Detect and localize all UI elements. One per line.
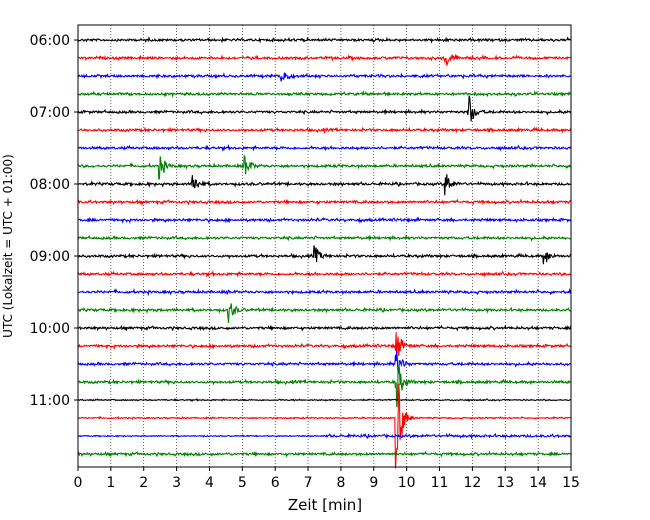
x-axis-ticks: 0 1 2 3 4 5 6 7 8 9 10 11 12 13 14 15 <box>74 467 580 491</box>
x-tick-label: 8 <box>336 475 345 491</box>
seismic-trace <box>77 324 572 332</box>
x-tick-label: 5 <box>238 475 247 491</box>
x-tick-label: 14 <box>529 475 547 491</box>
seismic-trace <box>77 397 571 402</box>
seismic-traces <box>77 36 572 469</box>
seismic-trace <box>77 155 572 180</box>
seismic-trace <box>77 198 572 207</box>
seismic-trace <box>77 95 572 122</box>
y-axis-ticks: 06:00 07:00 08:00 09:00 10:00 11:00 <box>30 33 78 409</box>
seismic-trace <box>77 216 572 224</box>
seismic-trace <box>77 126 572 135</box>
y-tick-label: 06:00 <box>30 33 70 49</box>
seismic-trace <box>77 174 572 196</box>
x-tick-label: 10 <box>398 475 416 491</box>
x-tick-label: 11 <box>431 475 449 491</box>
plot-area-background <box>78 25 571 467</box>
x-tick-label: 1 <box>106 475 115 491</box>
plot-frame <box>77 24 572 468</box>
y-tick-label: 11:00 <box>30 393 70 409</box>
x-axis-label: Zeit [min] <box>288 496 362 514</box>
y-tick-label: 07:00 <box>30 105 70 121</box>
seismic-trace <box>78 383 572 469</box>
y-tick-label: 10:00 <box>30 321 70 337</box>
x-tick-label: 3 <box>172 475 181 491</box>
seismic-trace <box>77 89 572 99</box>
y-tick-label: 09:00 <box>30 249 70 265</box>
seismic-trace <box>77 53 572 66</box>
seismic-trace <box>77 270 572 278</box>
seismic-trace <box>77 72 572 82</box>
seismic-trace <box>77 432 572 440</box>
x-tick-label: 15 <box>562 475 580 491</box>
x-tick-label: 7 <box>304 475 313 491</box>
seismic-trace <box>77 332 572 359</box>
x-tick-label: 4 <box>205 475 214 491</box>
y-tick-label: 08:00 <box>30 177 70 193</box>
x-tick-label: 6 <box>271 475 280 491</box>
seismic-trace <box>77 303 572 324</box>
seismic-trace <box>77 366 572 408</box>
seismic-trace <box>77 287 572 297</box>
x-tick-label: 2 <box>139 475 148 491</box>
x-tick-label: 13 <box>496 475 514 491</box>
seismic-trace <box>77 350 572 375</box>
x-tick-label: 12 <box>463 475 481 491</box>
seismic-trace <box>77 143 572 152</box>
x-tick-label: 0 <box>74 475 83 491</box>
seismic-trace <box>77 450 572 458</box>
seismic-trace <box>77 245 572 265</box>
seismic-trace <box>77 36 572 44</box>
seismic-trace <box>77 234 572 242</box>
y-axis-label: UTC (Lokalzeit = UTC + 01:00) <box>1 154 15 338</box>
x-tick-label: 9 <box>369 475 378 491</box>
